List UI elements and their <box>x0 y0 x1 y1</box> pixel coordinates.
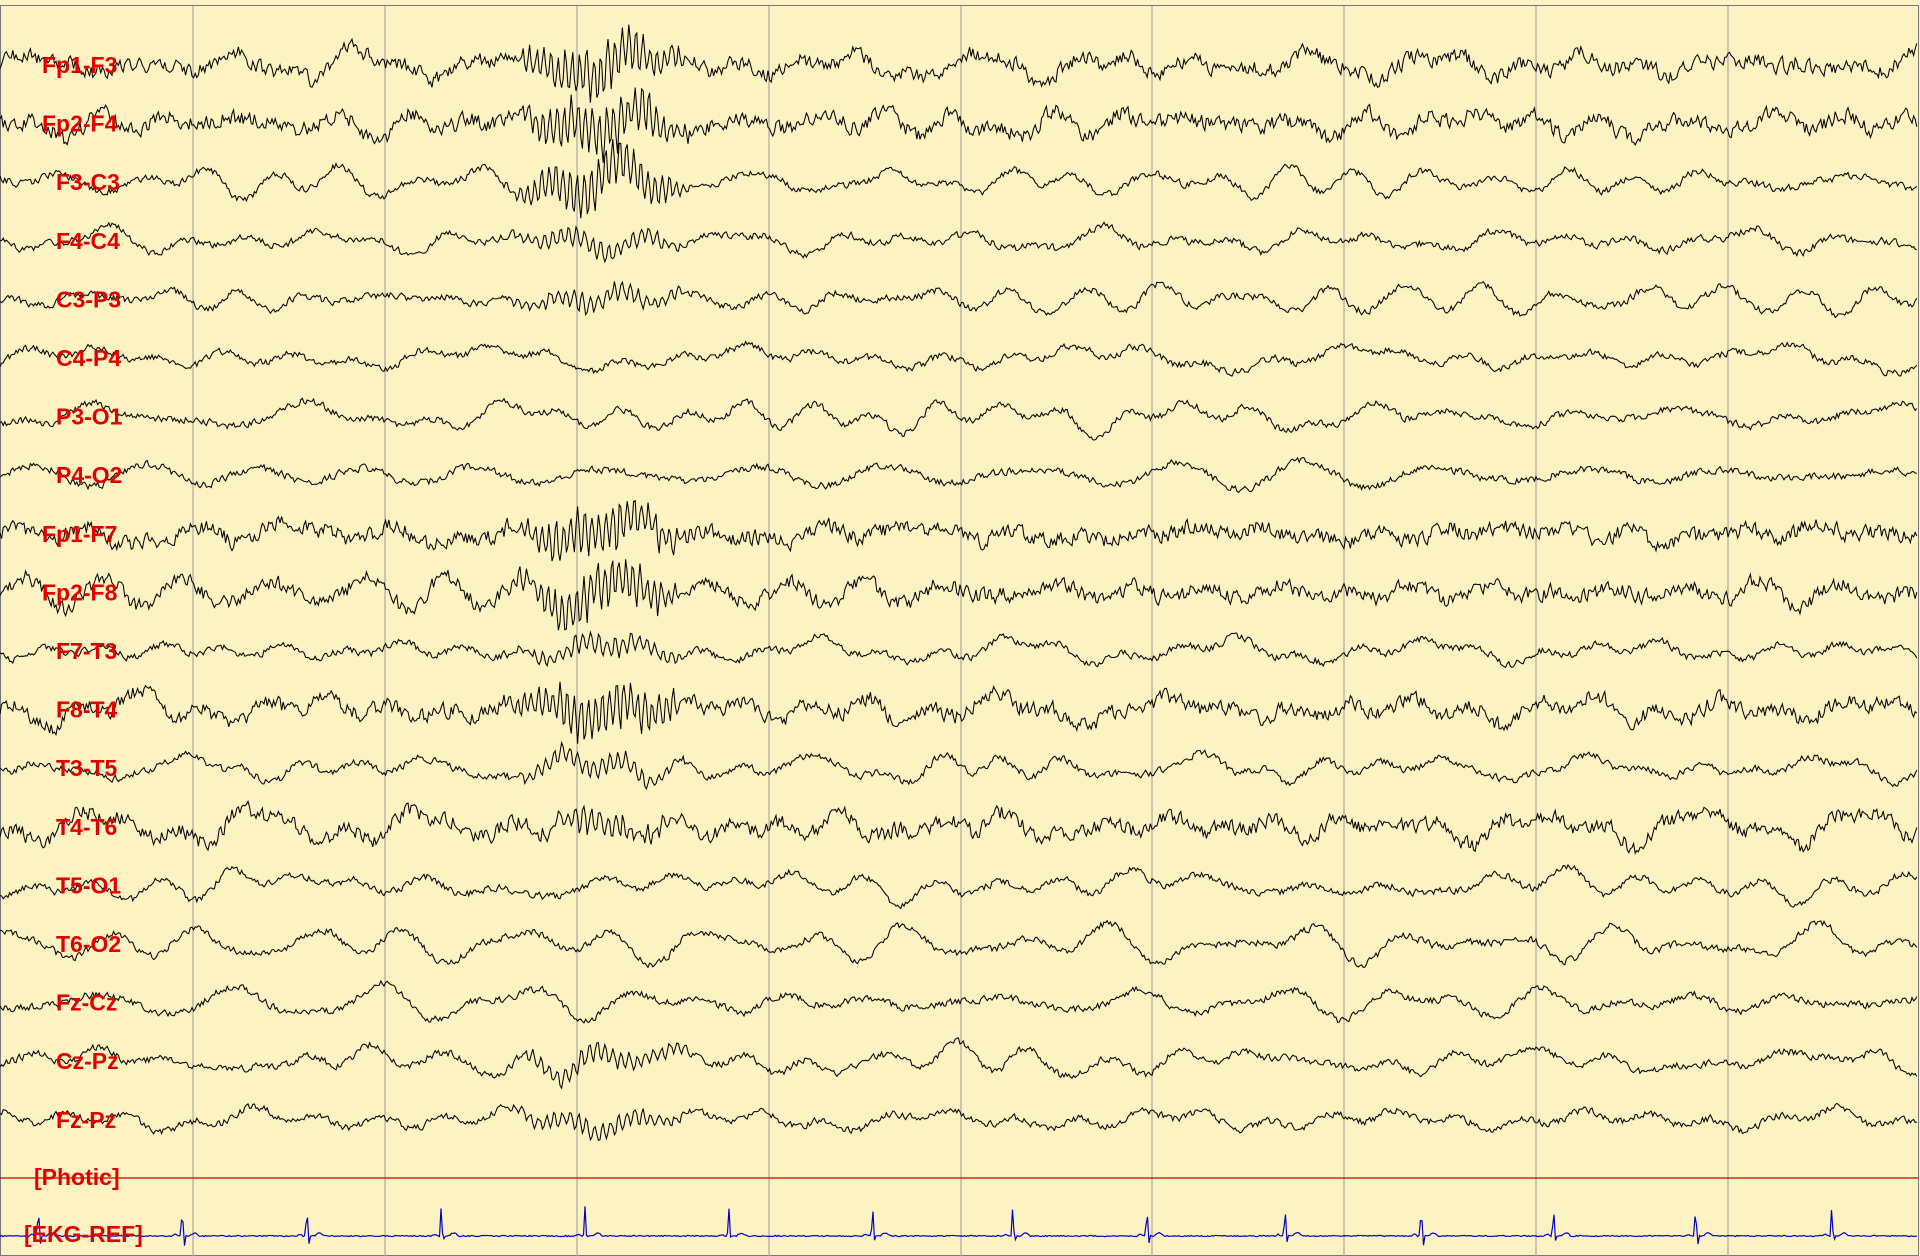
channel-label-fp1-f3: Fp1-F3 <box>42 52 117 78</box>
channel-label-p4-o2: P4-O2 <box>56 462 122 488</box>
eeg-trace-f4-c4 <box>0 221 1917 264</box>
eeg-trace-c4-p4 <box>0 340 1918 377</box>
channel-label-photic: [Photic] <box>34 1164 120 1190</box>
channel-label-fp1-f7: Fp1-F7 <box>42 521 117 547</box>
channel-label-c3-p3: C3-P3 <box>56 286 121 312</box>
channel-label-ekg: [EKG-REF] <box>24 1221 143 1247</box>
eeg-trace-fp2-f4 <box>0 87 1918 163</box>
eeg-trace-t3-t5 <box>0 740 1918 791</box>
channel-label-fz-pz: Fz-Pz <box>56 1107 116 1133</box>
eeg-trace-c3-p3 <box>0 280 1918 319</box>
eeg-trace-p3-o1 <box>0 397 1918 441</box>
eeg-trace-fz-cz <box>0 979 1918 1024</box>
channel-label-f3-c3: F3-C3 <box>56 169 120 195</box>
eeg-trace-f7-t3 <box>0 630 1918 669</box>
eeg-trace-fp1-f3 <box>0 24 1918 103</box>
time-grid <box>192 6 1729 1256</box>
eeg-trace-t5-o1 <box>0 863 1918 910</box>
eeg-trace-f3-c3 <box>0 138 1918 219</box>
eeg-traces <box>0 24 1918 1246</box>
channel-label-c4-p4: C4-P4 <box>56 345 121 371</box>
eeg-trace-fz-pz <box>0 1102 1917 1142</box>
eeg-trace-cz-pz <box>0 1037 1918 1090</box>
channel-label-p3-o1: P3-O1 <box>56 404 123 430</box>
channel-labels: Fp1-F3 Fp2-F4 F3-C3 F4-C4 C3-P3 C4-P4 P3-O1 P4-… <box>24 52 143 1247</box>
channel-label-fp2-f4: Fp2-F4 <box>42 111 118 137</box>
channel-label-t6-o2: T6-O2 <box>56 931 121 957</box>
channel-label-t4-t6: T4-T6 <box>56 814 117 840</box>
channel-label-f4-c4: F4-C4 <box>56 228 120 254</box>
eeg-trace-f8-t4 <box>0 681 1918 744</box>
channel-label-f7-t3: F7-T3 <box>56 638 117 664</box>
channel-label-cz-pz: Cz-Pz <box>56 1048 119 1074</box>
eeg-trace-fp1-f7 <box>0 499 1918 562</box>
eeg-trace-t6-o2 <box>0 919 1918 969</box>
channel-label-t5-o1: T5-O1 <box>56 872 121 898</box>
channel-label-t3-t5: T3-T5 <box>56 755 118 781</box>
eeg-trace-t4-t6 <box>0 799 1918 855</box>
channel-label-f8-t4: F8-T4 <box>56 697 118 723</box>
ekg-trace <box>0 1206 1918 1246</box>
eeg-trace-fp2-f8 <box>0 559 1918 631</box>
channel-label-fp2-f8: Fp2-F8 <box>42 579 118 605</box>
eeg-trace-p4-o2 <box>0 456 1917 494</box>
channel-label-fz-cz: Fz-Cz <box>56 990 117 1016</box>
